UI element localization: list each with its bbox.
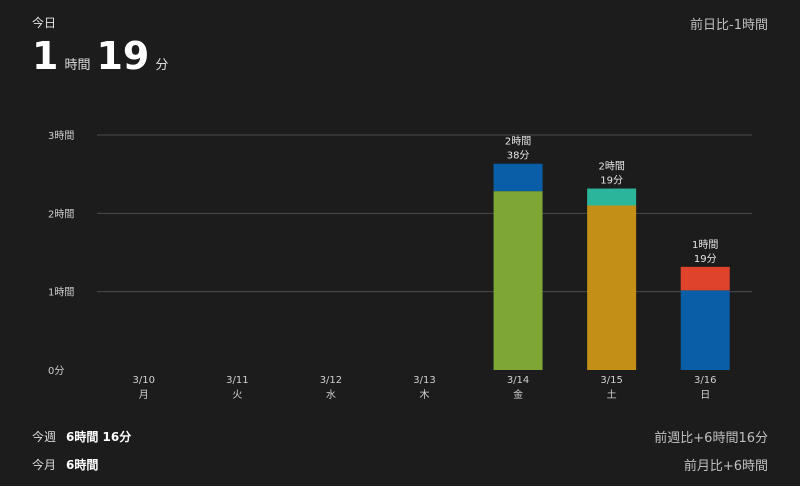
y-tick-label: 0分 <box>48 365 64 377</box>
x-date-label: 3/12 <box>320 375 342 386</box>
x-date-label: 3/13 <box>413 375 435 386</box>
bar-segment <box>587 205 637 370</box>
x-day-label: 水 <box>326 389 336 401</box>
y-tick-label: 2時間 <box>48 208 74 220</box>
chart-labels: 0分 1時間 2時間 3時間 3/10 月 3/11 火 3/12 水 3/13 木 3/14 金 2時間 3… <box>48 130 718 401</box>
month-label: 今月 <box>32 458 57 472</box>
x-date-label: 3/11 <box>226 375 248 386</box>
week-summary: 今週 6時間 16分 <box>32 428 131 445</box>
bar-segment <box>493 163 543 192</box>
compare-previous-month: 前月比+6時間 <box>683 459 768 474</box>
today-usage-value: 1 時間 19 分 <box>32 34 174 78</box>
x-day-label: 月 <box>139 389 149 401</box>
x-date-label: 3/10 <box>133 375 155 386</box>
bar-total-hours: 2時間 <box>598 161 624 173</box>
bar-total-minutes: 19分 <box>694 253 717 265</box>
bar-segment <box>493 191 543 370</box>
bar-total-minutes: 19分 <box>600 175 623 187</box>
chart-grid <box>97 134 752 293</box>
compare-previous-week: 前週比+6時間16分 <box>654 431 768 446</box>
weekly-usage-chart: 0分 1時間 2時間 3時間 3/10 月 3/11 火 3/12 水 3/13 木 3/14 金 2時間 3… <box>48 130 752 401</box>
today-minutes-unit: 分 <box>155 58 169 73</box>
bar-segment <box>587 188 637 206</box>
bar-total-hours: 2時間 <box>505 136 531 148</box>
x-date-label: 3/14 <box>507 375 529 386</box>
compare-previous-day: 前日比-1時間 <box>690 18 768 33</box>
bar-segment <box>680 290 730 370</box>
y-tick-label: 1時間 <box>48 287 74 299</box>
x-day-label: 木 <box>420 389 430 401</box>
y-tick-label: 3時間 <box>48 130 74 142</box>
today-label: 今日 <box>32 16 57 30</box>
x-day-label: 火 <box>232 389 242 401</box>
month-summary: 今月 6時間 <box>32 456 98 473</box>
month-value: 6時間 <box>66 458 99 472</box>
today-hours-unit: 時間 <box>64 58 91 73</box>
today-hours: 1 <box>32 34 59 78</box>
today-minutes: 19 <box>96 34 150 78</box>
x-day-label: 金 <box>513 388 523 401</box>
week-value: 6時間 16分 <box>66 430 132 444</box>
bar-total-minutes: 38分 <box>507 150 530 162</box>
week-label: 今週 <box>32 430 57 444</box>
x-date-label: 3/15 <box>600 375 622 386</box>
chart-bars <box>493 163 730 370</box>
x-day-label: 土 <box>607 388 617 401</box>
bar-segment <box>680 266 730 291</box>
x-day-label: 日 <box>700 390 710 401</box>
bar-total-hours: 1時間 <box>692 239 718 251</box>
x-date-label: 3/16 <box>694 375 716 386</box>
